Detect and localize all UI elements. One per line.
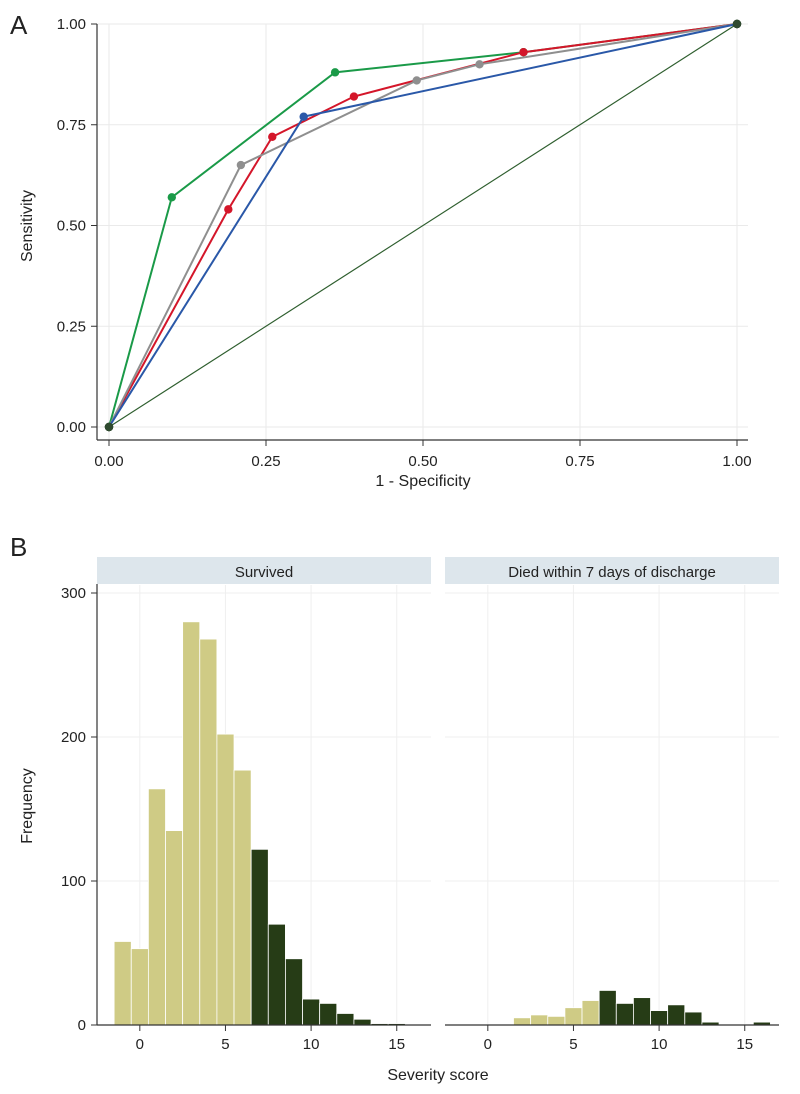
hist-bar-survived — [113, 941, 132, 1026]
hist-bar-died — [581, 1000, 600, 1026]
hist-bar-survived — [319, 1003, 338, 1026]
roc-point-blue — [299, 112, 308, 121]
panel-a-label: A — [10, 10, 28, 40]
roc-x-tick-label: 0.25 — [251, 453, 280, 470]
hist-bar-died — [564, 1007, 583, 1026]
strip-died-label: Died within 7 days of discharge — [508, 564, 716, 581]
roc-point-red — [349, 92, 359, 101]
roc-x-tick-label: 1.00 — [722, 453, 751, 470]
hist-y-tick-label: 300 — [61, 585, 86, 602]
hist-bar-survived — [165, 830, 184, 1026]
roc-y-tick-label: 1.00 — [57, 16, 86, 33]
hist-bar-survived — [182, 621, 201, 1026]
roc-point-green — [330, 68, 340, 77]
hist-bar-died — [615, 1003, 634, 1026]
hist-x-tick-label: 0 — [136, 1036, 144, 1053]
roc-point-red — [268, 132, 277, 142]
hist-bar-survived — [216, 733, 235, 1026]
hist-x-tick-label: 5 — [221, 1036, 229, 1053]
roc-x-tick-label: 0.50 — [408, 453, 437, 470]
roc-point-gray — [236, 160, 246, 170]
roc-y-axis-title: Sensitivity — [19, 190, 36, 262]
strip-died-bg — [445, 557, 779, 584]
histogram-chart: Survived Died within 7 days of discharge… — [19, 557, 779, 1084]
hist-x-axis-title: Severity score — [387, 1067, 488, 1084]
roc-chart: 0.00 0.25 0.50 0.75 1.00 0.00 0.25 0.50 0.75 1.00… — [19, 16, 752, 490]
hist-x-tick-label: 5 — [569, 1036, 577, 1053]
hist-bar-survived — [233, 769, 252, 1026]
panel-b-label: B — [10, 532, 27, 562]
roc-point-red — [519, 48, 528, 57]
hist-bar-survived — [250, 848, 269, 1026]
hist-bar-died — [684, 1011, 703, 1026]
roc-point-blue — [104, 422, 114, 432]
hist-bar-survived — [199, 638, 218, 1026]
roc-series — [104, 19, 742, 432]
hist-bar-survived — [302, 998, 321, 1026]
hist-x-tick-label: 15 — [388, 1036, 405, 1053]
hist-y-tick-label: 0 — [78, 1017, 86, 1034]
hist-bar-survived — [267, 923, 286, 1026]
roc-grid — [97, 23, 748, 440]
histogram-bars — [113, 621, 771, 1026]
hist-bar-died — [513, 1017, 532, 1026]
roc-point-red — [224, 205, 233, 214]
roc-point-blue — [732, 19, 742, 29]
strip-survived-bg — [97, 557, 431, 584]
roc-y-tick-label: 0.25 — [57, 318, 86, 335]
hist-bar-died — [667, 1004, 686, 1026]
hist-bar-died — [598, 990, 617, 1026]
hist-y-axis-title: Frequency — [19, 768, 36, 844]
roc-point-green — [167, 193, 176, 202]
roc-x-tick-label: 0.75 — [565, 453, 594, 470]
hist-x-tick-label: 10 — [651, 1036, 668, 1053]
roc-ticks: 0.00 0.25 0.50 0.75 1.00 0.00 0.25 0.50 0.75 1.00 — [57, 16, 752, 470]
hist-x-tick-label: 15 — [736, 1036, 753, 1053]
roc-line-red — [108, 23, 738, 428]
hist-y-tick-label: 100 — [61, 873, 86, 890]
roc-x-axis-title: 1 - Specificity — [375, 473, 470, 490]
roc-point-gray — [412, 76, 421, 85]
hist-bar-died — [547, 1015, 566, 1026]
hist-bar-died — [650, 1010, 669, 1026]
hist-x-tick-label: 0 — [484, 1036, 492, 1053]
histogram-ticks: 0 100 200 300 0 5 10 15 0 5 10 15 — [61, 585, 753, 1053]
hist-bar-survived — [130, 948, 149, 1026]
roc-y-tick-label: 0.75 — [57, 117, 86, 134]
hist-bar-died — [633, 997, 651, 1026]
roc-point-gray — [475, 60, 484, 69]
hist-x-tick-label: 10 — [303, 1036, 320, 1053]
hist-bar-survived — [285, 958, 303, 1026]
roc-reference-line — [108, 23, 738, 428]
roc-y-tick-label: 0.50 — [57, 218, 86, 235]
strip-survived-label: Survived — [235, 564, 293, 581]
hist-y-tick-label: 200 — [61, 729, 86, 746]
hist-bar-survived — [353, 1018, 372, 1026]
hist-bar-survived — [336, 1013, 355, 1026]
hist-bar-died — [530, 1014, 549, 1026]
roc-y-tick-label: 0.00 — [57, 419, 86, 436]
hist-bar-survived — [147, 788, 166, 1026]
roc-x-tick-label: 0.00 — [94, 453, 123, 470]
